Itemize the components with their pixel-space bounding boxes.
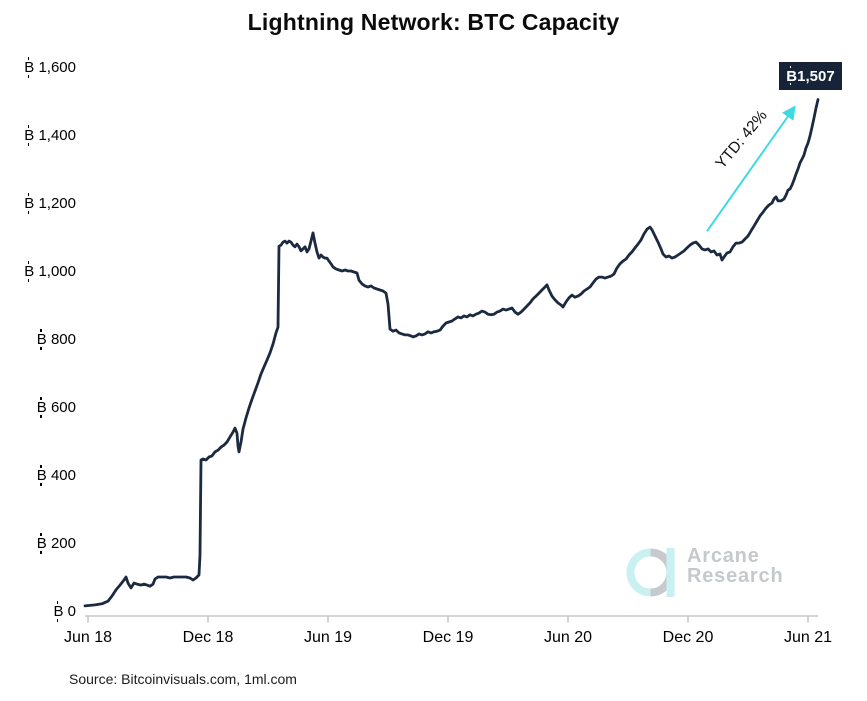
y-tick-label: B 600: [36, 397, 76, 418]
capacity-line-group: [83, 98, 820, 608]
arcane-logo-icon: [626, 548, 675, 597]
x-tick-label: Jun 20: [543, 629, 593, 646]
btc-symbol: B: [53, 601, 64, 622]
btc-symbol: B: [36, 329, 47, 350]
y-tick-label: B 200: [36, 533, 76, 554]
watermark-line2: Research: [687, 565, 784, 587]
y-tick-label: B 1,600: [24, 57, 76, 78]
btc-symbol: B: [36, 397, 47, 418]
x-tick-label: Dec 20: [662, 629, 714, 646]
watermark-text: Arcane Research: [687, 546, 783, 586]
x-tick-label: Dec 18: [182, 629, 234, 646]
latest-value-badge: B 1,507: [779, 62, 842, 90]
btc-symbol: B: [36, 533, 47, 554]
trend-arrow: [706, 105, 796, 232]
y-tick-label: B 800: [36, 329, 76, 350]
x-tick-label: Jun 18: [63, 629, 113, 646]
btc-symbol: B: [24, 193, 35, 214]
btc-symbol: B: [24, 261, 35, 282]
btc-symbol: B: [786, 65, 798, 85]
trend-arrow-group: [706, 105, 796, 232]
x-tick-label: Dec 19: [422, 629, 474, 646]
btc-symbol: B: [24, 125, 35, 146]
y-tick-label: B 1,200: [24, 193, 76, 214]
source-caption: Source: Bitcoinvisuals.com, 1ml.com: [69, 671, 297, 687]
chart-title: Lightning Network: BTC Capacity: [247, 9, 620, 35]
x-tick-label: Jun 21: [783, 629, 833, 646]
capacity-line: [83, 98, 820, 608]
y-tick-label: B 1,000: [24, 261, 76, 282]
btc-symbol: B: [24, 57, 35, 78]
x-tick-label: Jun 19: [303, 629, 353, 646]
x-axis: [85, 615, 818, 623]
logo-bar: [666, 548, 675, 597]
btc-symbol: B: [36, 465, 47, 486]
y-tick-label: B 400: [36, 465, 76, 486]
y-tick-label: B 1,400: [24, 125, 76, 146]
y-tick-label: B 0: [53, 601, 76, 622]
logo-ring-left: [626, 548, 651, 597]
watermark-line1: Arcane: [687, 545, 760, 567]
